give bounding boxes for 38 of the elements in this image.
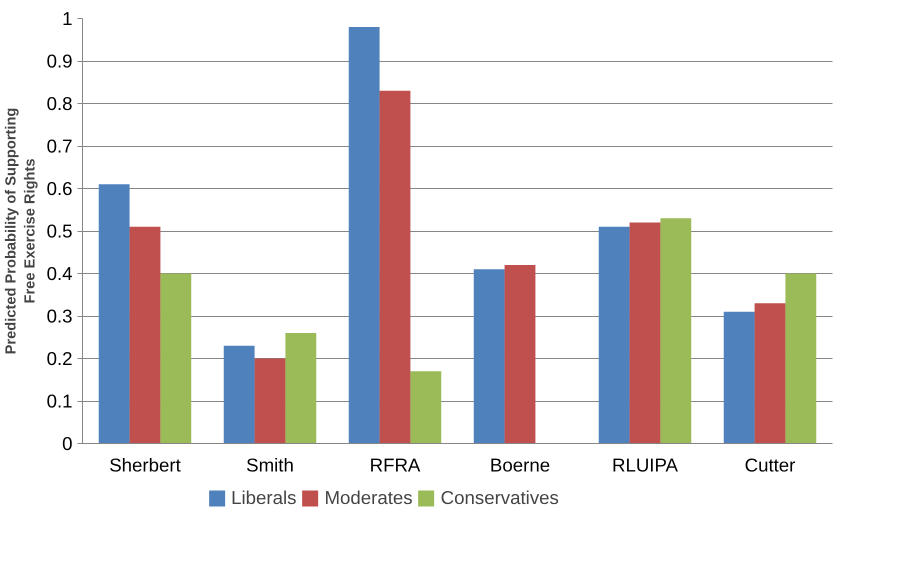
- y-tick-label: 0: [62, 433, 73, 454]
- y-tick-label: 0.9: [46, 50, 73, 72]
- bar: [504, 265, 536, 444]
- bar: [474, 269, 505, 444]
- y-tick-label: 0.4: [46, 263, 73, 284]
- legend-label: Conservatives: [440, 487, 559, 509]
- bar: [724, 312, 755, 444]
- bar: [285, 333, 316, 444]
- bar: [224, 346, 255, 444]
- x-tick-label: Boerne: [490, 454, 550, 476]
- bar: [160, 274, 192, 444]
- y-tick-label: 0.7: [46, 136, 73, 156]
- bar: [598, 226, 630, 444]
- y-tick-label: 0.2: [46, 348, 73, 369]
- y-tick-label: 0.1: [46, 390, 73, 412]
- x-tick-label: RFRA: [370, 454, 421, 476]
- y-axis-title: Predicted Probability of Supporting Free Exercise Rights: [3, 108, 39, 354]
- x-tick-label: Cutter: [744, 454, 796, 476]
- y-tick-label: 1: [62, 8, 73, 29]
- bar: [98, 184, 130, 444]
- y-tick-label: 0.8: [46, 93, 73, 114]
- bar: [410, 371, 442, 444]
- y-tick-label: 0.3: [46, 306, 73, 326]
- bar: [630, 222, 660, 444]
- bar: [348, 27, 380, 444]
- bar: [380, 90, 410, 444]
- bar: [130, 226, 160, 444]
- legend-label: Liberals: [231, 487, 296, 509]
- bar: [754, 303, 786, 444]
- x-tick-label: Sherbert: [109, 454, 182, 476]
- bar: [254, 358, 286, 444]
- x-tick-label: RLUIPA: [612, 454, 679, 476]
- y-tick-label: 0.6: [46, 178, 73, 199]
- x-tick-label: Smith: [246, 454, 294, 476]
- bar: [785, 274, 816, 444]
- y-tick-label: 0.5: [46, 220, 73, 242]
- bar: [660, 218, 692, 444]
- legend-label: Moderates: [324, 487, 413, 509]
